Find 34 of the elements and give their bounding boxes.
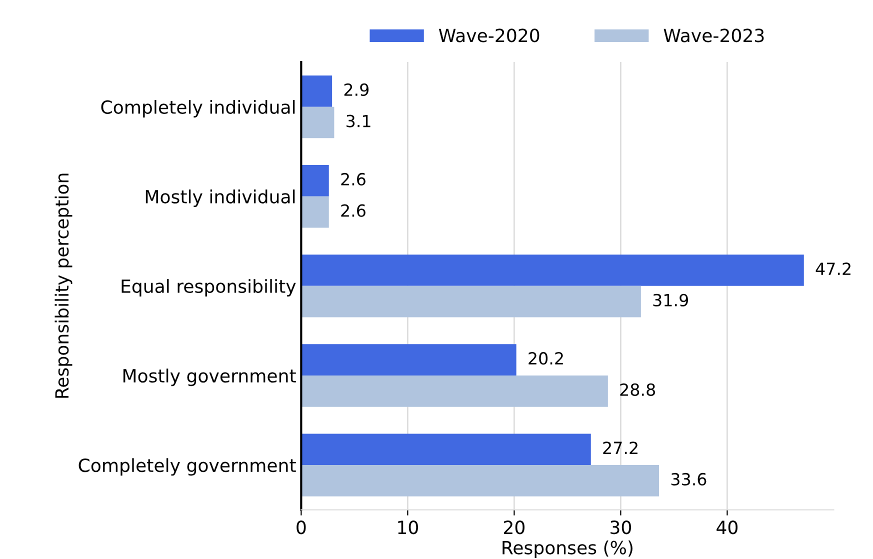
bar xyxy=(301,434,591,466)
bar xyxy=(301,375,608,407)
y-tick-label: Mostly government xyxy=(123,368,296,386)
y-tick-label: Completely government xyxy=(78,458,296,476)
bar xyxy=(301,106,334,138)
y-tick-label: Mostly individual xyxy=(146,190,295,207)
bar xyxy=(301,196,329,228)
data-label: 2.9 xyxy=(344,83,369,96)
legend-label: Wave-2020 xyxy=(438,28,540,42)
bar xyxy=(301,465,660,496)
data-label: 27.2 xyxy=(603,442,638,454)
x-tick-label: 30 xyxy=(610,520,631,534)
x-tick-label: 40 xyxy=(716,520,738,534)
bar xyxy=(301,75,332,107)
y-tick-label: Completely individual xyxy=(101,100,295,118)
data-label: 20.2 xyxy=(528,352,563,365)
legend-label: Wave-2023 xyxy=(664,28,764,42)
x-tick-label: 0 xyxy=(296,520,306,534)
bar xyxy=(301,286,641,318)
y-tick-label: Equal responsibility xyxy=(122,279,296,297)
data-label: 28.8 xyxy=(620,383,655,396)
data-label: 31.9 xyxy=(653,294,688,306)
data-label: 47.2 xyxy=(816,262,850,275)
bar xyxy=(301,254,804,286)
data-label: 33.6 xyxy=(671,472,706,486)
data-label: 2.6 xyxy=(341,204,366,217)
x-tick-label: 10 xyxy=(398,520,418,534)
x-tick-label: 20 xyxy=(504,520,524,534)
x-axis-title: Responses (%) xyxy=(502,540,632,558)
bar xyxy=(301,344,516,376)
data-label: 2.6 xyxy=(341,172,366,186)
data-label: 3.1 xyxy=(346,114,370,128)
bar xyxy=(301,165,329,196)
y-axis-title: Responsibility perception xyxy=(54,174,72,398)
